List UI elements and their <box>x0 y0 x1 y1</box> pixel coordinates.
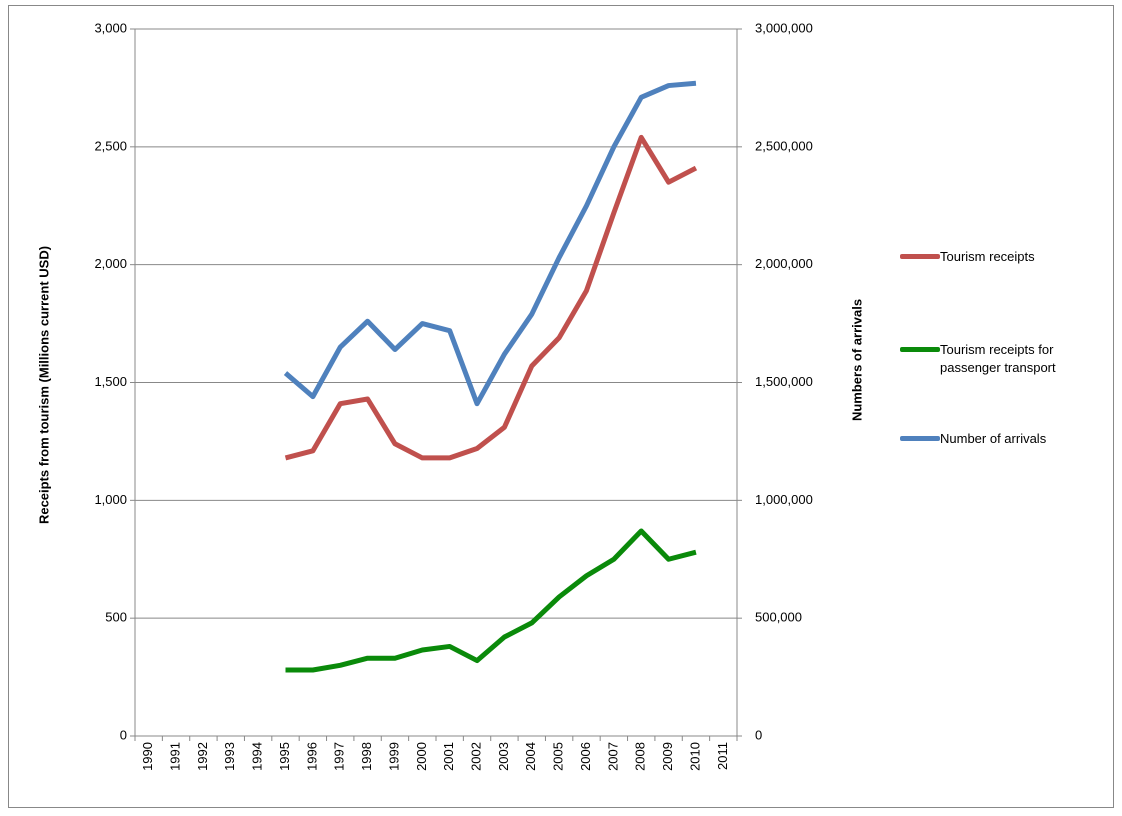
x-tick-label: 1990 <box>140 742 155 771</box>
y-axis-title: Receipts from tourism (Millions current … <box>36 246 51 524</box>
y2-tick-label: 0 <box>755 727 762 742</box>
y-tick-label: 1,000 <box>94 492 127 507</box>
legend-item: Number of arrivals <box>900 430 1110 448</box>
y2-tick-label: 2,500,000 <box>755 138 813 153</box>
y2-tick-label: 2,000,000 <box>755 256 813 271</box>
legend-item: Tourism receipts <box>900 248 1110 266</box>
y2-tick-label: 1,000,000 <box>755 492 813 507</box>
x-tick-label: 1995 <box>277 742 292 771</box>
x-tick-label: 1994 <box>250 742 265 771</box>
x-tick-label: 1991 <box>167 742 182 771</box>
x-tick-label: 1993 <box>222 742 237 771</box>
x-tick-label: 2001 <box>441 742 456 771</box>
x-tick-label: 1992 <box>195 742 210 771</box>
legend-swatch <box>900 436 940 441</box>
x-tick-label: 2008 <box>633 742 648 771</box>
x-tick-label: 2003 <box>496 742 511 771</box>
y-tick-label: 1,500 <box>94 374 127 389</box>
x-tick-label: 2000 <box>414 742 429 771</box>
series-line <box>283 80 697 407</box>
y-tick-label: 500 <box>105 610 127 625</box>
y2-axis-title: Numbers of arrivals <box>849 299 864 421</box>
y-tick-label: 2,000 <box>94 256 127 271</box>
x-tick-label: 1997 <box>332 742 347 771</box>
legend-item: Tourism receipts for passenger transport <box>900 341 1110 377</box>
x-tick-label: 2004 <box>523 742 538 771</box>
y2-tick-label: 500,000 <box>755 610 802 625</box>
x-tick-label: 2007 <box>605 742 620 771</box>
x-tick-label: 2010 <box>687 742 702 771</box>
series-line <box>284 134 698 461</box>
y-tick-label: 3,000 <box>94 20 127 35</box>
x-tick-label: 1999 <box>386 742 401 771</box>
y-tick-label: 0 <box>120 727 127 742</box>
legend-swatch <box>900 347 940 352</box>
legend-label: Tourism receipts for passenger transport <box>940 342 1056 375</box>
x-tick-label: 2011 <box>715 742 730 770</box>
legend-label: Tourism receipts <box>940 249 1035 264</box>
x-tick-label: 1996 <box>304 742 319 771</box>
x-tick-label: 2005 <box>551 742 566 771</box>
chart-border <box>8 5 1114 808</box>
legend-swatch <box>900 254 940 259</box>
x-tick-label: 2006 <box>578 742 593 771</box>
legend-label: Number of arrivals <box>940 431 1047 446</box>
x-tick-label: 2002 <box>468 742 483 771</box>
x-tick-label: 1998 <box>359 742 374 771</box>
series-line <box>285 528 697 673</box>
y-tick-label: 2,500 <box>94 138 127 153</box>
y2-tick-label: 3,000,000 <box>755 20 813 35</box>
x-tick-label: 2009 <box>660 742 675 771</box>
y2-tick-label: 1,500,000 <box>755 374 813 389</box>
